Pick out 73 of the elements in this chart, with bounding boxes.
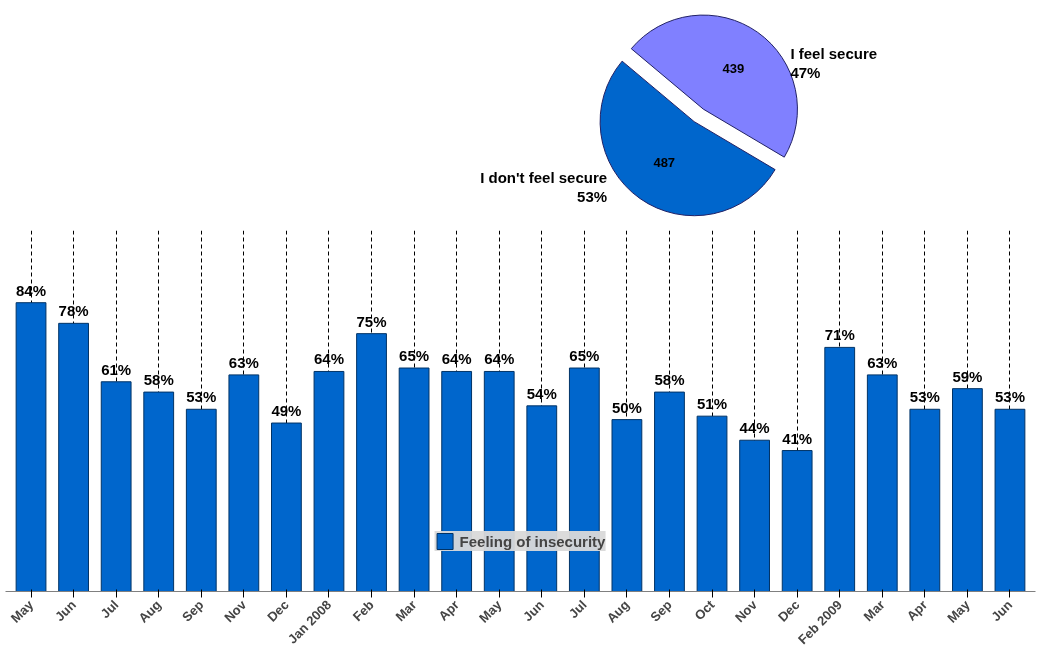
x-tick-label: Jul bbox=[565, 597, 590, 622]
bar bbox=[654, 391, 685, 592]
data-label: 58% bbox=[654, 371, 685, 389]
bar bbox=[781, 450, 813, 592]
bar bbox=[696, 415, 728, 592]
data-label: 50% bbox=[611, 398, 642, 416]
x-tick-label: Apr bbox=[435, 597, 462, 624]
data-label: 61% bbox=[101, 360, 132, 378]
x-tick-label: Jun bbox=[51, 597, 79, 625]
data-label: 58% bbox=[143, 371, 174, 389]
data-label: 71% bbox=[824, 326, 855, 344]
bar bbox=[271, 422, 302, 592]
data-label: 54% bbox=[526, 384, 557, 402]
data-label: 53% bbox=[186, 388, 217, 406]
data-label: 64% bbox=[441, 350, 472, 368]
bar bbox=[185, 408, 217, 592]
x-tick-label: May bbox=[944, 596, 974, 626]
bar bbox=[398, 367, 430, 592]
data-label: 439 bbox=[722, 60, 745, 76]
x-tick-label: Oct bbox=[691, 596, 718, 624]
data-label: 51% bbox=[697, 395, 728, 413]
data-label: 65% bbox=[569, 347, 600, 365]
bar bbox=[952, 388, 983, 592]
x-tick-label: Feb bbox=[349, 597, 377, 625]
data-label: 78% bbox=[58, 302, 89, 320]
x-tick-label: May bbox=[476, 596, 506, 626]
data-label: 41% bbox=[782, 429, 813, 447]
x-tick-label: Jul bbox=[97, 597, 122, 622]
x-tick-label: Nov bbox=[731, 596, 761, 626]
bar bbox=[15, 302, 47, 592]
text: 53% bbox=[577, 187, 608, 205]
bar bbox=[100, 381, 132, 592]
x-tick-label: Jun bbox=[520, 597, 548, 625]
bar bbox=[909, 408, 941, 592]
data-label: 44% bbox=[739, 419, 770, 437]
x-tick-label: Dec bbox=[774, 597, 803, 625]
data-label: 65% bbox=[399, 347, 430, 365]
bar bbox=[143, 391, 175, 592]
data-label: 487 bbox=[653, 154, 676, 170]
bar bbox=[228, 374, 260, 592]
legend-label: Feeling of insecurity bbox=[459, 532, 606, 550]
x-tick-label: Jun bbox=[988, 597, 1016, 625]
data-label: 49% bbox=[271, 402, 302, 420]
x-tick-label: Dec bbox=[264, 597, 292, 625]
data-label: 63% bbox=[867, 353, 898, 371]
bar bbox=[739, 439, 770, 592]
bar bbox=[994, 408, 1026, 592]
x-tick-label: Sep bbox=[179, 597, 207, 625]
x-tick-label: May bbox=[7, 596, 37, 626]
data-label: 84% bbox=[16, 281, 47, 299]
slice-label: I feel secure bbox=[790, 45, 878, 63]
x-tick-label: Aug bbox=[603, 597, 633, 626]
data-label: 59% bbox=[952, 367, 983, 385]
data-label: 63% bbox=[228, 353, 259, 371]
slice-label: I don't feel secure bbox=[480, 168, 608, 186]
text: 47% bbox=[790, 64, 821, 82]
x-tick-label: Aug bbox=[135, 597, 165, 626]
bar bbox=[824, 346, 856, 592]
data-label: 64% bbox=[313, 350, 344, 368]
data-label: 64% bbox=[484, 350, 515, 368]
x-tick-label: Nov bbox=[221, 596, 250, 626]
x-tick-label: Apr bbox=[903, 597, 931, 624]
x-tick-label: Sep bbox=[647, 597, 675, 625]
data-label: 53% bbox=[909, 388, 940, 406]
x-tick-label: Mar bbox=[392, 597, 420, 625]
x-tick-label: Mar bbox=[860, 597, 888, 625]
bar bbox=[58, 322, 89, 592]
data-label: 75% bbox=[356, 312, 387, 330]
bar bbox=[356, 333, 387, 592]
bar bbox=[611, 419, 643, 592]
bar bbox=[866, 374, 898, 592]
bar bbox=[313, 370, 345, 592]
data-label: 53% bbox=[994, 388, 1025, 406]
